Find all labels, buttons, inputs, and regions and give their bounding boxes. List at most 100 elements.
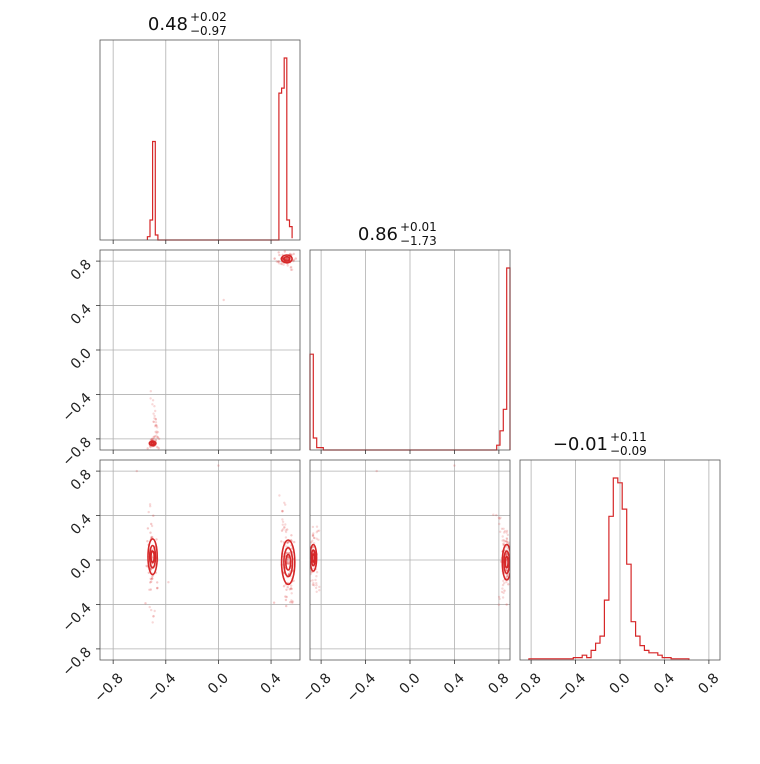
sample-point (286, 586, 289, 589)
sample-point (500, 527, 504, 530)
sample-point (315, 582, 318, 585)
sample-point (284, 530, 288, 534)
sample-point (286, 562, 290, 565)
sample-point (505, 580, 508, 584)
title-median: −0.01 (553, 434, 608, 455)
sample-point (283, 526, 286, 529)
sample-point (152, 435, 155, 439)
sample-point (284, 523, 287, 526)
sample-point (289, 601, 292, 604)
sample-point (273, 257, 276, 260)
sample-point (503, 530, 507, 533)
sample-point (316, 529, 319, 533)
contour-level (150, 441, 156, 446)
sample-point (311, 579, 314, 582)
sample-point (277, 260, 280, 263)
sample-point (154, 430, 157, 434)
sample-point (501, 587, 504, 590)
sample-point (315, 571, 319, 574)
title-plus: +0.11 (610, 430, 647, 444)
histogram-step-0 (146, 57, 293, 241)
sample-point (285, 257, 288, 260)
sample-point (278, 253, 281, 257)
sample-point (149, 390, 152, 393)
sample-point (495, 513, 498, 517)
data-layer (135, 57, 690, 660)
sample-point (497, 603, 501, 606)
sample-point (150, 438, 153, 441)
sample-point (167, 581, 170, 584)
x-tick-label: −0.4 (144, 670, 179, 705)
title-minus: −0.97 (190, 24, 227, 38)
sample-point (152, 614, 155, 618)
panel-2d-0 (146, 250, 297, 450)
sample-point (284, 536, 288, 539)
sample-point (154, 417, 157, 421)
sample-point (152, 420, 155, 423)
sample-point (150, 524, 154, 528)
sample-point (505, 575, 509, 578)
sample-point (507, 541, 510, 544)
sample-point (313, 584, 316, 587)
sample-point (284, 595, 287, 598)
contour-level (148, 544, 157, 569)
sample-point (292, 258, 296, 262)
sample-point (156, 445, 159, 449)
sample-point (318, 585, 321, 589)
contour-level (501, 543, 510, 581)
hist-bin-2-16 (600, 636, 604, 660)
sample-point (503, 589, 506, 592)
sample-point (285, 551, 288, 555)
sample-point (154, 418, 158, 421)
sample-point (501, 535, 504, 538)
sample-point (502, 591, 505, 595)
sample-point (498, 597, 501, 601)
sample-point (502, 531, 506, 534)
hist-bin-2-14 (591, 650, 595, 660)
sample-point (150, 608, 153, 612)
sample-point (286, 541, 289, 544)
sample-point (153, 414, 156, 418)
sample-point (315, 584, 318, 587)
panel-2d-1 (135, 464, 296, 624)
sample-point (315, 537, 318, 540)
sample-point (499, 530, 502, 533)
sample-point (155, 430, 158, 433)
sample-point (505, 603, 508, 606)
contour-level (147, 538, 158, 576)
title-minus: −0.09 (610, 444, 647, 458)
sample-point (505, 568, 508, 572)
sample-point (146, 447, 149, 450)
sample-point (148, 605, 151, 609)
sample-point (492, 513, 495, 516)
sample-point (152, 420, 156, 424)
sample-point (156, 436, 159, 439)
sample-point (151, 399, 155, 402)
sample-point (312, 532, 315, 535)
sample-point (154, 423, 157, 427)
sample-point (453, 464, 456, 467)
contour-level (310, 549, 317, 567)
sample-point (497, 595, 501, 599)
sample-point (311, 525, 315, 529)
y-tick-label: 0.4 (68, 511, 95, 538)
y-tick-label: 0.8 (68, 257, 95, 284)
sample-point (289, 266, 292, 269)
sample-point (286, 558, 289, 561)
sample-point (282, 263, 285, 266)
sample-point (155, 424, 158, 428)
sample-point (149, 581, 152, 584)
sample-point (283, 250, 286, 253)
sample-point (156, 426, 159, 429)
sample-point (507, 583, 510, 586)
sample-point (135, 469, 138, 473)
sample-point (153, 609, 156, 613)
sample-point (314, 578, 317, 582)
hist-bin-2-19 (613, 478, 617, 660)
sample-point (290, 592, 293, 595)
sample-point (281, 520, 285, 523)
sample-point (150, 535, 153, 539)
sample-point (156, 586, 159, 590)
sample-point (281, 528, 285, 531)
sample-point (286, 562, 290, 565)
